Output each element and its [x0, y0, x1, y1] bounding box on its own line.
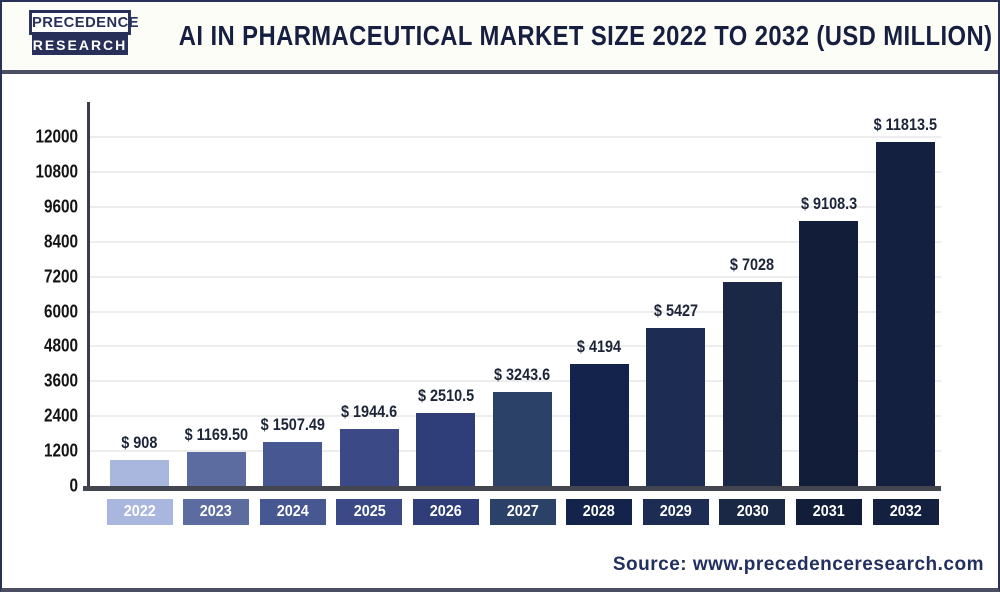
logo-line-2: RESEARCH	[32, 35, 128, 55]
bar-value-label-2030: $ 7028	[730, 254, 775, 274]
bar-value-label-2024: $ 1507.49	[260, 415, 325, 435]
chart-region: 0 1200 2400 3600 4800 6000 7200 8400 9600 10800 12…	[2, 74, 998, 584]
y-tick-label-8400: 8400	[43, 231, 78, 252]
x-tick-2030: 2030	[719, 499, 786, 525]
source-text: Source: www.precedenceresearch.com	[612, 554, 984, 575]
x-tick-2023: 2023	[183, 499, 250, 525]
plot-area: 0 1200 2400 3600 4800 6000 7200 8400 9600 10800 12…	[35, 102, 941, 525]
header: PRECEDENCE RESEARCH AI IN PHARMACEUTICAL…	[2, 2, 998, 74]
x-tick-2024: 2024	[259, 499, 326, 525]
x-tick-2029: 2029	[642, 499, 709, 525]
y-tick-label-7200: 7200	[43, 266, 78, 287]
bar-2030	[722, 281, 782, 486]
x-tick-2027: 2027	[489, 499, 556, 525]
gridline-4800	[90, 345, 941, 348]
gridline-8400	[90, 240, 941, 243]
bar-value-label-2032: $ 11813.5	[873, 115, 938, 135]
bar-2027	[493, 391, 552, 486]
x-tick-2028: 2028	[566, 499, 633, 525]
title-wrap: AI IN PHARMACEUTICAL MARKET SIZE 2022 TO…	[2, 20, 998, 52]
y-tick-label-1200: 1200	[43, 440, 78, 461]
x-tick-2022: 2022	[106, 499, 173, 525]
page-title: AI IN PHARMACEUTICAL MARKET SIZE 2022 TO…	[178, 20, 993, 51]
x-tick-2025: 2025	[336, 499, 403, 525]
y-tick-label-10800: 10800	[35, 161, 78, 182]
gridline-9600	[90, 205, 941, 208]
bar-value-label-2028: $ 4194	[576, 337, 622, 357]
y-tick-label-2400: 2400	[43, 405, 78, 426]
y-tick-label-6000: 6000	[43, 301, 78, 321]
bar-2028	[569, 364, 629, 486]
gridline-6000	[90, 310, 941, 313]
y-tick-label-3600: 3600	[43, 370, 78, 391]
x-axis-baseline	[83, 486, 941, 491]
x-tick-2031: 2031	[795, 499, 862, 525]
y-axis-line	[87, 102, 90, 488]
gridline-12000	[90, 136, 941, 138]
bar-value-label-2027: $ 3243.6	[494, 364, 551, 384]
gridline-10800	[90, 170, 941, 173]
x-tick-2026: 2026	[412, 499, 479, 525]
bar-2022	[110, 459, 169, 486]
bar-value-label-2029: $ 5427	[653, 301, 698, 321]
bar-2025	[339, 429, 399, 486]
gridline-7200	[90, 275, 941, 278]
bar-2026	[416, 413, 476, 486]
bar-value-label-2025: $ 1944.6	[341, 402, 398, 422]
bar-2031	[799, 221, 859, 486]
bar-2023	[186, 452, 246, 486]
y-tick-label-0: 0	[69, 475, 78, 496]
bar-2024	[263, 442, 323, 486]
bar-value-label-2031: $ 9108.3	[800, 194, 858, 214]
precedence-research-logo: PRECEDENCE RESEARCH	[28, 10, 138, 55]
y-tick-label-9600: 9600	[43, 196, 78, 217]
bar-value-label-2023: $ 1169.50	[184, 425, 248, 444]
bar-2032	[876, 142, 935, 486]
x-tick-2032: 2032	[872, 499, 939, 525]
bar-2029	[646, 328, 706, 486]
gridline-3600	[90, 380, 941, 383]
bar-value-label-2026: $ 2510.5	[417, 386, 475, 405]
y-tick-label-12000: 12000	[35, 126, 78, 147]
y-tick-label-4800: 4800	[43, 335, 78, 356]
bar-value-label-2022: $ 908	[121, 432, 158, 452]
logo-line-1: PRECEDENCE	[29, 10, 138, 35]
